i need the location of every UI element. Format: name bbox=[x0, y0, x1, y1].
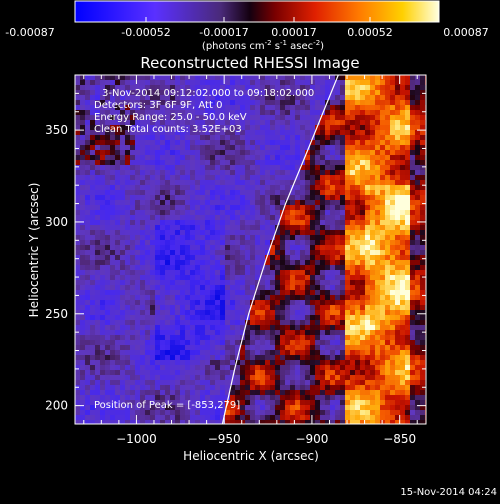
y-tick-label: 350 bbox=[45, 123, 68, 137]
x-tick-label: −950 bbox=[208, 432, 241, 446]
annotation-time-range: 3-Nov-2014 09:12:02.000 to 09:18:02.000 bbox=[102, 88, 314, 99]
x-tick-label: −1000 bbox=[116, 432, 157, 446]
x-axis-label: Heliocentric X (arcsec) bbox=[183, 449, 319, 463]
colorbar-units: (photons cm-2 s-1 asec-2) bbox=[202, 39, 324, 52]
chart-title: Reconstructed RHESSI Image bbox=[140, 54, 359, 72]
x-tick-label: −850 bbox=[383, 432, 416, 446]
colorbar-tick-label: 0.00087 bbox=[443, 26, 489, 39]
annotation-clean: Clean Total counts: 3.52E+03 bbox=[94, 124, 242, 135]
annotation-energy: Energy Range: 25.0 - 50.0 keV bbox=[94, 112, 247, 123]
colorbar-tick-label: -0.00087 bbox=[5, 26, 54, 39]
colorbar-tick-label: 0.00017 bbox=[271, 26, 317, 39]
y-tick-label: 300 bbox=[45, 215, 68, 229]
annotation-peak: Position of Peak = [-853,279] bbox=[94, 400, 240, 411]
x-tick-label: −900 bbox=[295, 432, 328, 446]
y-axis-label: Heliocentric Y (arcsec) bbox=[27, 183, 41, 318]
y-tick-label: 200 bbox=[45, 399, 68, 413]
footer-timestamp: 15-Nov-2014 04:24 bbox=[400, 487, 497, 498]
colorbar bbox=[75, 1, 439, 22]
y-tick-label: 250 bbox=[45, 307, 68, 321]
colorbar-tick-label: -0.00052 bbox=[121, 26, 170, 39]
colorbar-tick-label: 0.00052 bbox=[347, 26, 393, 39]
annotation-detectors: Detectors: 3F 6F 9F, Att 0 bbox=[94, 100, 222, 111]
colorbar-tick-label: -0.00017 bbox=[199, 26, 248, 39]
